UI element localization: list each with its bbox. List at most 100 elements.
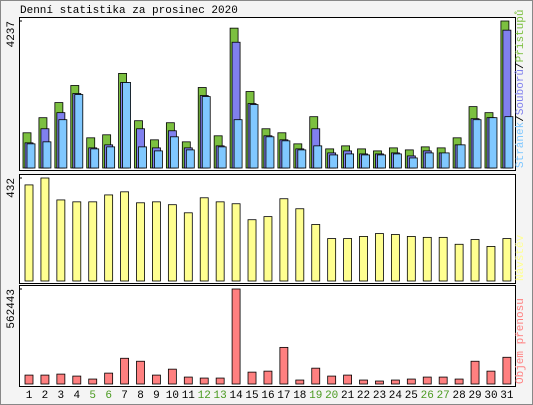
- bar: [329, 154, 339, 169]
- y-tick-label: 432: [6, 178, 18, 198]
- bar: [504, 116, 514, 169]
- bar: [26, 143, 36, 169]
- bar: [424, 152, 434, 169]
- x-tick-label: 13: [214, 390, 227, 402]
- x-tick-label: 8: [137, 390, 144, 402]
- bar: [327, 238, 337, 282]
- bar: [422, 376, 432, 385]
- bar: [247, 219, 257, 282]
- x-tick-label: 2: [42, 390, 49, 402]
- y-tick-label: 562443: [6, 289, 18, 329]
- x-tick-label: 23: [373, 390, 386, 402]
- bar: [24, 374, 34, 385]
- legend-entry: Návštěv: [515, 234, 527, 281]
- bar: [470, 360, 480, 385]
- bar: [72, 375, 82, 385]
- bar: [454, 378, 464, 385]
- x-tick-label: 30: [484, 390, 497, 402]
- bar: [247, 371, 257, 385]
- bar: [58, 119, 68, 169]
- bar: [488, 117, 498, 169]
- x-tick-label: 6: [105, 390, 112, 402]
- bar: [152, 201, 161, 282]
- bar: [263, 216, 273, 282]
- bar: [136, 202, 145, 282]
- bar: [327, 375, 337, 385]
- legend: Objem přenosu: [515, 298, 527, 384]
- x-tick-label: 3: [58, 390, 65, 402]
- legend-entry: Souborů: [514, 69, 527, 115]
- bar: [199, 377, 209, 385]
- bar: [215, 201, 225, 282]
- bar: [120, 191, 129, 282]
- x-tick-label: 29: [468, 390, 481, 402]
- bar: [390, 234, 400, 282]
- bar: [90, 148, 100, 169]
- bar: [502, 356, 512, 385]
- bar: [406, 236, 416, 282]
- bar: [361, 154, 370, 169]
- legend-entry: Přístupů: [514, 10, 527, 63]
- bar: [263, 370, 273, 385]
- x-tick-label: 25: [405, 390, 418, 402]
- bar: [438, 236, 448, 282]
- x-tick-label: 22: [357, 390, 370, 402]
- bar: [279, 198, 289, 282]
- bar: [422, 236, 432, 282]
- bar: [183, 212, 193, 282]
- bar: [295, 208, 305, 282]
- bar: [377, 154, 386, 169]
- bar: [279, 346, 289, 385]
- bar: [502, 238, 512, 282]
- x-tick-label: 1: [26, 390, 33, 402]
- bar: [359, 379, 368, 385]
- bar: [104, 194, 114, 282]
- bar: [154, 150, 163, 169]
- legend-entry: Stránek: [515, 121, 527, 168]
- bar: [486, 246, 496, 282]
- bar: [88, 378, 98, 385]
- bar: [470, 239, 480, 282]
- bar: [313, 145, 323, 169]
- panel: [19, 285, 516, 387]
- x-tick-label: 5: [89, 390, 96, 402]
- x-tick-label: 31: [500, 390, 514, 402]
- x-tick-label: 26: [421, 390, 434, 402]
- legend: Návštěv: [515, 234, 527, 281]
- bar: [215, 377, 225, 385]
- bar: [185, 149, 195, 169]
- y-tick-label: 4237: [6, 21, 18, 47]
- x-tick-label: 18: [293, 390, 306, 402]
- bar: [40, 177, 50, 282]
- bar: [24, 184, 34, 282]
- bar: [486, 370, 496, 385]
- bar: [74, 94, 84, 169]
- bar: [390, 379, 400, 385]
- x-tick-label: 17: [277, 390, 290, 402]
- bar: [472, 119, 482, 169]
- x-tick-label: 7: [121, 390, 128, 402]
- bar: [167, 204, 177, 282]
- bar: [231, 288, 241, 385]
- x-tick-label: 10: [166, 390, 179, 402]
- bar: [438, 376, 448, 385]
- bar: [231, 203, 241, 282]
- bar: [375, 380, 384, 385]
- x-tick-label: 20: [325, 390, 338, 402]
- bar: [88, 201, 98, 282]
- bar: [152, 374, 161, 385]
- bar: [359, 236, 368, 282]
- bar: [297, 149, 307, 169]
- legend-separator: /: [515, 115, 527, 122]
- chart-title: Denní statistika za prosinec 2020: [20, 5, 238, 17]
- x-tick-label: 12: [198, 390, 211, 402]
- bar: [122, 82, 131, 169]
- bar: [311, 224, 321, 282]
- x-tick-label: 19: [309, 390, 322, 402]
- bar: [456, 144, 466, 169]
- bar: [106, 146, 116, 169]
- bar: [265, 136, 275, 169]
- bar: [169, 136, 179, 169]
- legend: Stránek/Souborů/Přístupů: [514, 10, 527, 168]
